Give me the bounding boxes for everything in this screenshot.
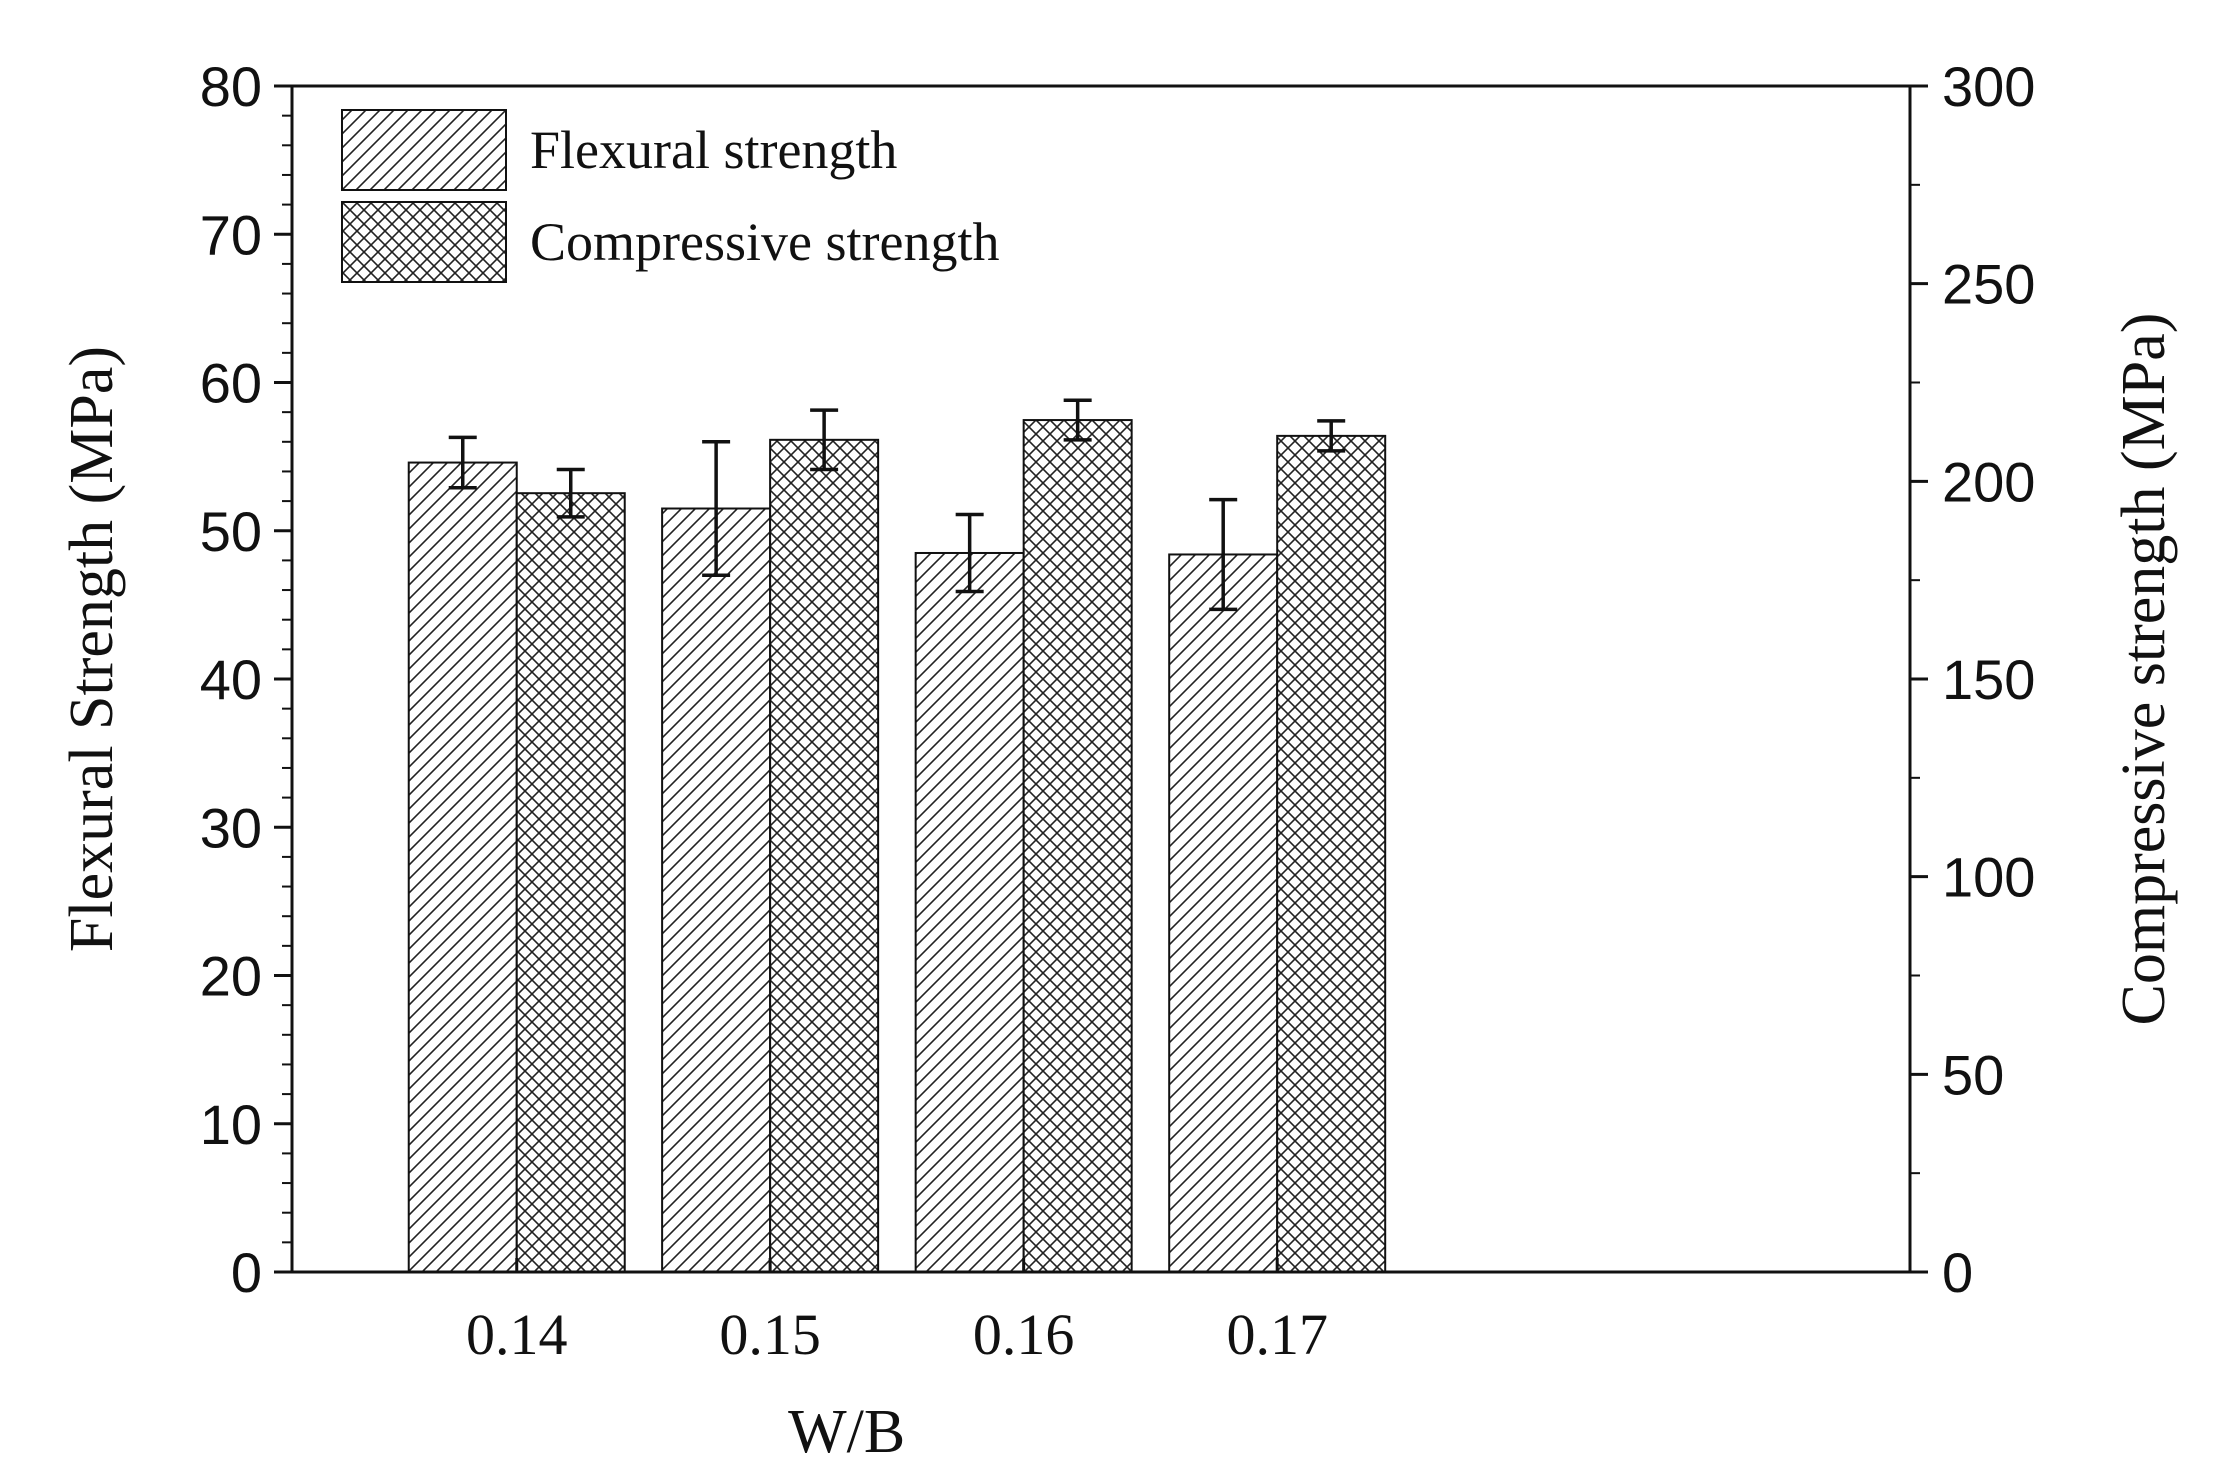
legend: Flexural strength Compressive strength <box>341 109 999 283</box>
left-tick-label: 30 <box>200 796 262 859</box>
legend-label-flexural: Flexural strength <box>530 120 897 180</box>
compressive-bar-0.14 <box>515 492 626 1273</box>
bars-layer <box>407 419 1387 1274</box>
left-tick-label: 60 <box>200 352 262 415</box>
compressive-error-bar-0.17 <box>1317 419 1346 453</box>
compressive-error-bar-0.16 <box>1063 398 1092 442</box>
x-tick-label: 0.15 <box>719 1302 821 1367</box>
right-y-axis-title: Compressive strength (MPa) <box>2110 313 2178 1026</box>
x-axis-title: W/B <box>788 1398 905 1466</box>
compressive-error-bar-0.15 <box>810 408 839 472</box>
flexural-bar-0.15 <box>661 507 772 1273</box>
left-tick-label: 10 <box>200 1093 262 1156</box>
right-tick-label: 250 <box>1942 253 2035 316</box>
compressive-bar-0.16 <box>1022 419 1133 1274</box>
flexural-error-bar-0.14 <box>448 435 477 490</box>
error-bars-layer <box>448 398 1346 612</box>
flexural-bar-0.14 <box>407 461 518 1273</box>
right-tick-label: 150 <box>1942 648 2035 711</box>
right-tick-label: 300 <box>1942 55 2035 118</box>
compressive-error-bar-0.14 <box>556 467 585 519</box>
left-tick-label: 0 <box>231 1241 262 1304</box>
right-tick-label: 50 <box>1942 1043 2004 1106</box>
left-tick-label: 50 <box>200 500 262 563</box>
left-tick-label: 70 <box>200 203 262 266</box>
axis-ticks-layer <box>274 84 1928 1274</box>
right-tick-label: 0 <box>1942 1241 1973 1304</box>
flexural-error-bar-0.16 <box>955 512 984 594</box>
flexural-error-bar-0.15 <box>702 440 731 577</box>
left-tick-label: 20 <box>200 945 262 1008</box>
legend-swatch-compressive <box>341 201 507 283</box>
labels-layer: 0.14 0.15 0.16 0.17 0 10 20 30 40 50 60 70 80 0 50 100 1… <box>58 55 2178 1466</box>
legend-label-compressive: Compressive strength <box>530 212 999 272</box>
right-tick-label: 100 <box>1942 846 2035 909</box>
flexural-bar-0.17 <box>1168 553 1279 1273</box>
right-tick-label: 200 <box>1942 450 2035 513</box>
x-tick-label: 0.14 <box>466 1302 568 1367</box>
x-tick-label: 0.16 <box>973 1302 1075 1367</box>
flexural-error-bar-0.17 <box>1209 497 1238 612</box>
flexural-bar-0.16 <box>914 551 1025 1273</box>
compressive-bar-0.17 <box>1276 434 1387 1273</box>
left-y-axis-title: Flexural Strength (MPa) <box>58 346 126 952</box>
compressive-bar-0.15 <box>769 438 880 1274</box>
left-tick-label: 80 <box>200 55 262 118</box>
left-tick-label: 40 <box>200 648 262 711</box>
x-tick-label: 0.17 <box>1226 1302 1328 1367</box>
legend-swatch-flexural <box>341 109 507 191</box>
